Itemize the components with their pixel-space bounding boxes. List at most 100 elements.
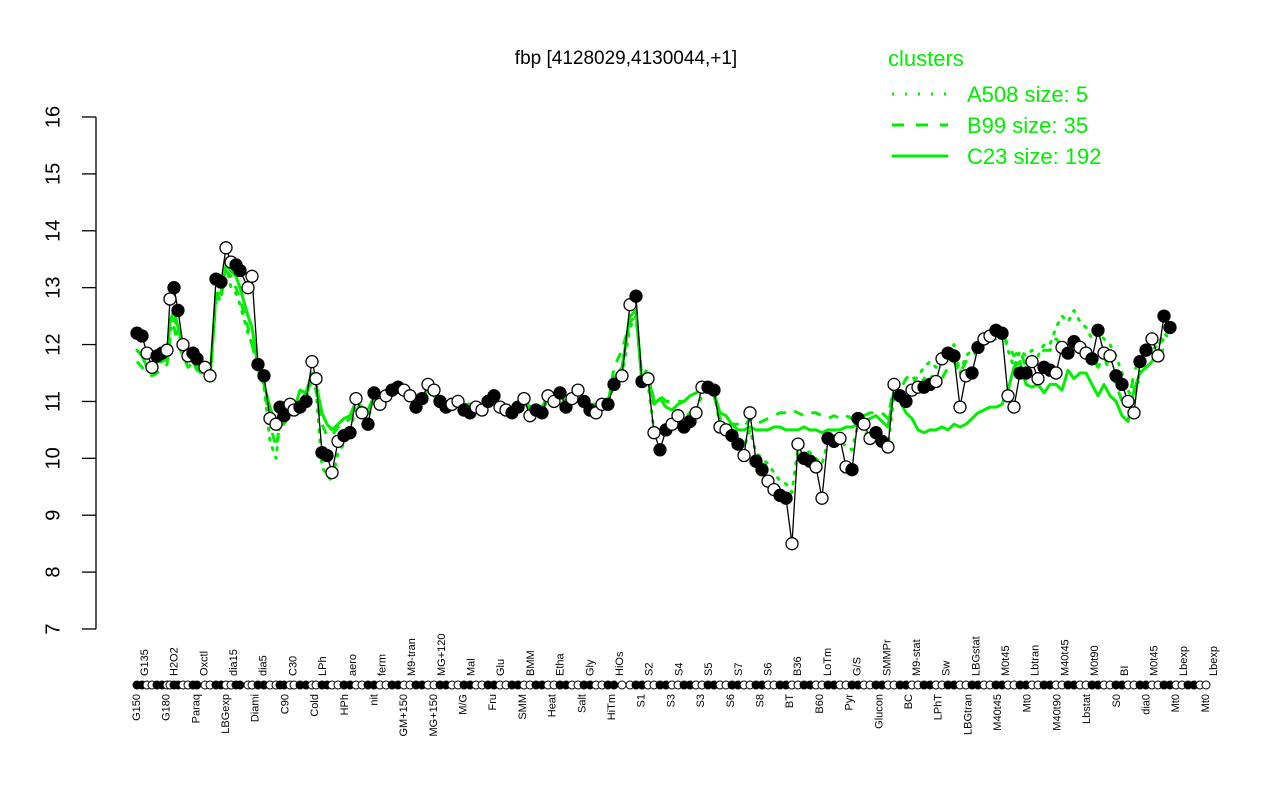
x-category-label: S6	[725, 694, 737, 707]
data-point	[653, 443, 667, 457]
x-category-label: MG+150	[428, 694, 440, 737]
x-category-label: LBGexp	[220, 694, 232, 734]
data-point	[343, 426, 357, 440]
x-category-label: LPhT	[933, 694, 945, 721]
x-category-label: dia15	[228, 649, 240, 676]
x-category-label: BI	[1119, 666, 1131, 676]
x-category-label: dia5	[258, 655, 270, 676]
data-point	[785, 537, 799, 551]
x-category-label: MG+120	[436, 634, 448, 677]
x-category-label: Lbexp	[1208, 646, 1220, 676]
data-point	[135, 329, 149, 343]
x-category-label: M40t90	[1051, 694, 1063, 731]
rug-mark	[1201, 680, 1211, 690]
data-point	[791, 437, 805, 451]
data-point	[277, 409, 291, 423]
x-category-label: dia0	[1141, 694, 1153, 715]
y-tick-label: 16	[42, 106, 64, 128]
data-point	[245, 269, 259, 283]
x-category-label: SMMPr	[881, 639, 893, 676]
data-point	[320, 448, 334, 463]
data-point	[629, 289, 643, 303]
data-point	[403, 389, 417, 403]
data-point	[833, 431, 847, 446]
data-point	[1121, 394, 1135, 409]
x-category-label: LoTm	[822, 648, 834, 676]
x-category-label: S6	[762, 663, 774, 676]
data-point	[325, 465, 339, 480]
x-category-label: M0t45	[1149, 645, 1161, 676]
data-point	[1145, 332, 1159, 346]
data-point	[615, 369, 629, 383]
chart-title: fbp [4128029,4130044,+1]	[515, 48, 737, 69]
data-point	[809, 460, 823, 474]
data-point	[171, 303, 185, 318]
data-point	[269, 417, 283, 431]
data-point	[1085, 352, 1099, 366]
x-category-label: Lbtran	[1030, 645, 1042, 676]
data-point	[167, 281, 181, 295]
data-point	[1031, 372, 1045, 386]
data-point	[707, 383, 721, 397]
data-point	[487, 389, 501, 403]
data-point	[1163, 320, 1177, 335]
x-category-label: M/G	[458, 694, 470, 715]
data-point	[257, 369, 271, 383]
data-point	[689, 406, 703, 420]
data-point	[214, 275, 228, 289]
data-point	[299, 394, 313, 409]
data-point	[349, 391, 363, 406]
x-category-label: M40t45	[992, 694, 1004, 731]
data-point	[241, 281, 255, 295]
x-category-label: S3	[665, 694, 677, 707]
data-point	[145, 360, 159, 374]
x-category-label: LBGtran	[962, 694, 974, 735]
data-point	[1049, 366, 1063, 380]
x-category-label: HPh	[339, 694, 351, 715]
legend-label-c23: C23 size: 192	[967, 144, 1102, 169]
x-category-label: B60	[814, 694, 826, 714]
x-category-label: SMM	[517, 694, 529, 720]
rug-mark	[617, 680, 627, 690]
data-point	[1127, 406, 1141, 420]
x-category-label: M40t45	[1059, 639, 1071, 676]
series-layer	[135, 247, 1172, 544]
data-point	[415, 391, 429, 406]
x-category-label: S5	[703, 663, 715, 676]
x-category-label: nit	[368, 694, 380, 706]
data-point	[571, 383, 585, 397]
x-category-label: M9-stat	[911, 639, 923, 676]
data-point	[176, 337, 190, 352]
data-point	[251, 357, 265, 372]
x-category-label: Diami	[250, 694, 262, 722]
data-point	[361, 417, 375, 431]
x-category-label: GM+150	[398, 694, 410, 737]
data-point	[367, 386, 381, 400]
x-category-label: Cold	[309, 694, 321, 717]
x-category-label: C30	[287, 656, 299, 676]
data-point	[1061, 346, 1075, 360]
y-tick-label: 7	[42, 623, 64, 634]
data-point	[929, 374, 943, 389]
data-point	[647, 426, 661, 440]
x-category-label: Fru	[487, 694, 499, 711]
data-point	[737, 448, 751, 463]
data-point	[641, 372, 655, 386]
data-point	[671, 409, 685, 423]
data-point	[233, 263, 247, 278]
x-category-label: Glucon	[873, 694, 885, 729]
x-category-label: Lbexp	[1178, 646, 1190, 676]
x-category-label: BMM	[525, 650, 537, 676]
data-point	[203, 369, 217, 383]
data-point	[607, 377, 621, 392]
x-category-label: Etha	[555, 652, 567, 676]
data-point	[1103, 349, 1117, 363]
y-tick-label: 12	[42, 333, 64, 355]
x-category-label: G150	[131, 694, 143, 721]
x-category-label: G180	[161, 694, 173, 721]
data-point	[743, 406, 757, 420]
y-tick-label: 14	[42, 220, 64, 242]
data-point	[427, 383, 441, 397]
y-tick-label: 10	[42, 447, 64, 469]
x-category-label: Mal	[466, 658, 478, 676]
